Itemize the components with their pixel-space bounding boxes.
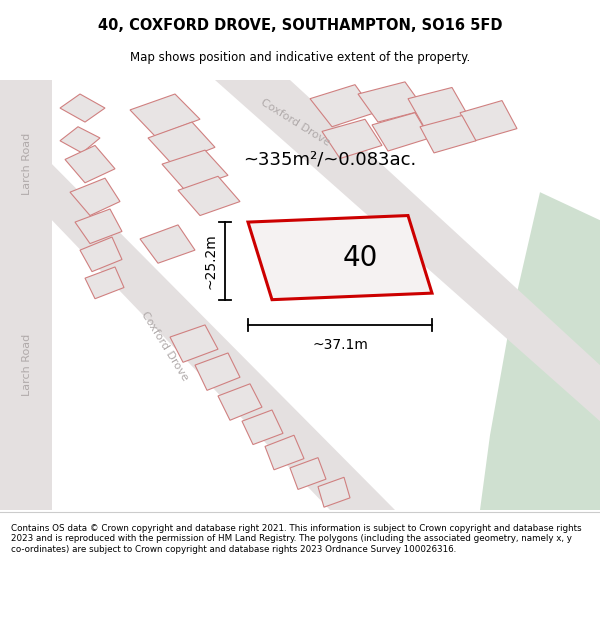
Polygon shape: [80, 237, 122, 272]
Polygon shape: [310, 84, 375, 127]
Polygon shape: [408, 88, 468, 129]
Polygon shape: [242, 410, 283, 444]
Text: Coxford Drove: Coxford Drove: [259, 97, 331, 148]
Polygon shape: [0, 80, 52, 510]
Polygon shape: [140, 225, 195, 263]
Polygon shape: [148, 122, 215, 164]
Text: Larch Road: Larch Road: [22, 133, 32, 195]
Polygon shape: [52, 164, 395, 510]
Text: Map shows position and indicative extent of the property.: Map shows position and indicative extent…: [130, 51, 470, 64]
Text: Contains OS data © Crown copyright and database right 2021. This information is : Contains OS data © Crown copyright and d…: [11, 524, 581, 554]
Polygon shape: [218, 384, 262, 420]
Polygon shape: [195, 353, 240, 391]
Polygon shape: [372, 112, 430, 151]
Polygon shape: [178, 176, 240, 216]
Text: ~25.2m: ~25.2m: [203, 233, 217, 289]
Polygon shape: [70, 178, 120, 216]
Polygon shape: [420, 116, 476, 153]
Polygon shape: [85, 267, 124, 299]
Text: ~335m²/~0.083ac.: ~335m²/~0.083ac.: [244, 151, 416, 169]
Polygon shape: [358, 82, 425, 122]
Polygon shape: [322, 119, 382, 159]
Polygon shape: [290, 458, 326, 489]
Text: ~37.1m: ~37.1m: [312, 338, 368, 352]
Polygon shape: [480, 192, 600, 510]
Polygon shape: [170, 325, 218, 362]
Text: 40, COXFORD DROVE, SOUTHAMPTON, SO16 5FD: 40, COXFORD DROVE, SOUTHAMPTON, SO16 5FD: [98, 18, 502, 33]
Polygon shape: [60, 127, 100, 153]
Text: 40: 40: [343, 244, 377, 272]
Polygon shape: [60, 94, 105, 122]
Text: Larch Road: Larch Road: [22, 334, 32, 396]
Polygon shape: [75, 209, 122, 244]
Polygon shape: [265, 435, 304, 470]
Polygon shape: [162, 150, 228, 190]
Polygon shape: [65, 146, 115, 183]
Polygon shape: [215, 80, 600, 421]
Polygon shape: [318, 478, 350, 508]
Text: Coxford Drove: Coxford Drove: [140, 310, 190, 383]
Polygon shape: [130, 94, 200, 136]
Polygon shape: [460, 101, 517, 141]
Polygon shape: [248, 216, 432, 299]
